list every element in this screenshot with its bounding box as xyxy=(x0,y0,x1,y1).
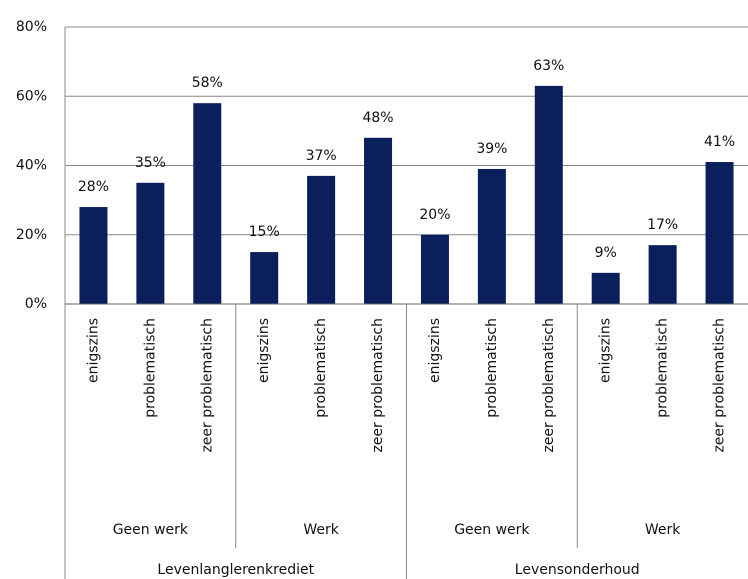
bar xyxy=(648,245,677,304)
data-label: 39% xyxy=(476,141,507,157)
data-label: 20% xyxy=(419,207,450,223)
bar xyxy=(136,182,165,304)
bar xyxy=(591,272,620,304)
data-label: 58% xyxy=(192,75,223,91)
data-label: 35% xyxy=(135,155,166,171)
x-tick-label: problematisch xyxy=(655,318,671,418)
x-tick-label: zeer problematisch xyxy=(541,318,557,453)
bar xyxy=(534,85,563,304)
bar xyxy=(420,234,449,304)
data-label: 48% xyxy=(362,110,393,126)
subgroup-label: Geen werk xyxy=(113,522,189,538)
y-tick-label: 0% xyxy=(25,296,47,312)
bar xyxy=(477,168,506,304)
group-label: Levenlanglerenkrediet xyxy=(157,562,314,578)
x-tick-label: enigszins xyxy=(427,318,443,383)
y-tick-label: 40% xyxy=(16,158,47,174)
bar xyxy=(193,103,222,304)
y-tick-label: 20% xyxy=(16,227,47,243)
bar xyxy=(79,207,108,304)
y-tick-label: 60% xyxy=(16,88,47,104)
data-label: 37% xyxy=(306,148,337,164)
x-tick-label: enigszins xyxy=(85,318,101,383)
subgroup-label: Werk xyxy=(645,522,681,538)
data-label: 41% xyxy=(704,134,735,150)
x-tick-label: problematisch xyxy=(313,318,329,418)
data-label: 9% xyxy=(595,245,617,261)
data-label: 63% xyxy=(533,58,564,74)
y-tick-label: 80% xyxy=(16,19,47,35)
x-tick-label: problematisch xyxy=(142,318,158,418)
bar xyxy=(250,252,279,304)
bar xyxy=(705,162,734,304)
bar xyxy=(307,175,336,304)
subgroup-label: Werk xyxy=(303,522,339,538)
x-tick-label: zeer problematisch xyxy=(199,318,215,453)
bar xyxy=(364,137,393,304)
x-tick-label: problematisch xyxy=(484,318,500,418)
data-label: 28% xyxy=(78,179,109,195)
data-label: 15% xyxy=(249,224,280,240)
x-tick-label: zeer problematisch xyxy=(370,318,386,453)
subgroup-label: Geen werk xyxy=(454,522,530,538)
x-tick-label: enigszins xyxy=(256,318,272,383)
x-tick-label: zeer problematisch xyxy=(712,318,728,453)
data-label: 17% xyxy=(647,217,678,233)
group-label: Levensonderhoud xyxy=(515,562,640,578)
x-tick-label: enigszins xyxy=(598,318,614,383)
